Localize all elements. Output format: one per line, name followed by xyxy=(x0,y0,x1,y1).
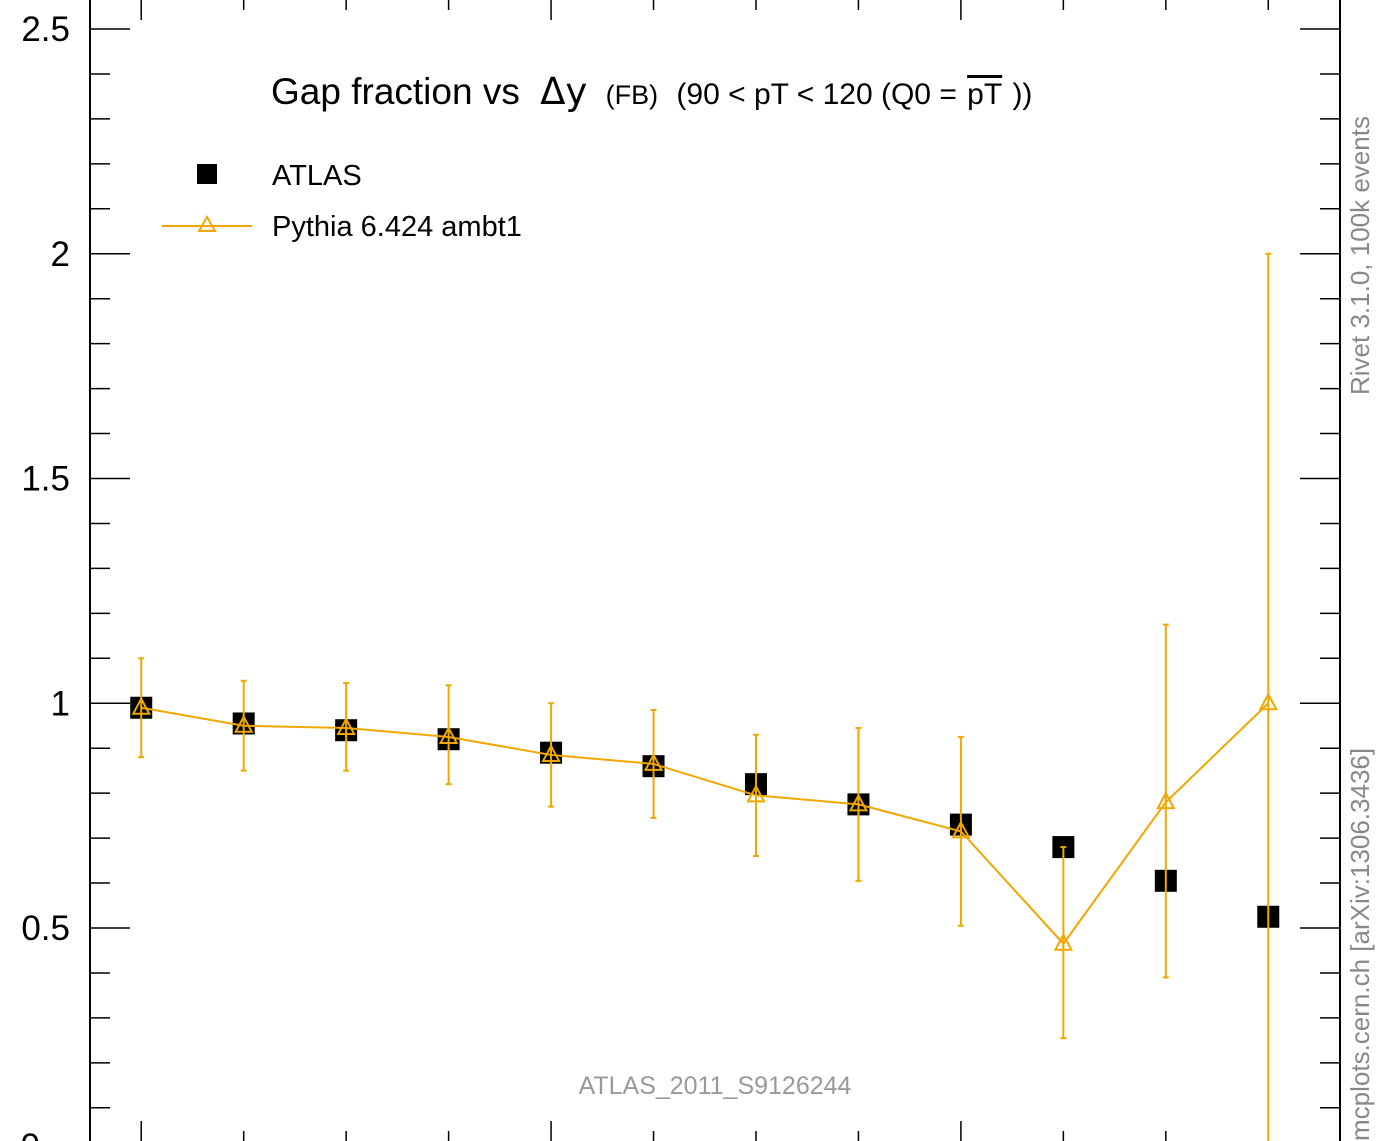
pythia-line xyxy=(141,702,1269,946)
y-tick-label: 0.5 xyxy=(21,909,70,948)
y-tick-labels: 0.5 1 1.5 2 2.5 0 xyxy=(21,10,70,1141)
chart-title: Gap fraction vs Δy (FB) (90 < pT < 120 (… xyxy=(271,70,1032,113)
pythia-point xyxy=(234,714,254,733)
data-series xyxy=(130,252,1280,1141)
pythia-point xyxy=(1053,932,1074,951)
side-label-rivet: Rivet 3.1.0, 100k events xyxy=(1345,116,1375,395)
pythia-point xyxy=(643,752,664,771)
pythia-point xyxy=(541,743,561,762)
axis-ticks xyxy=(90,0,1340,1141)
y-tick-label: 1 xyxy=(51,684,70,723)
y-tick-label: 0 xyxy=(21,1127,40,1141)
plot-frame xyxy=(89,0,1341,1141)
pythia-point xyxy=(438,725,459,744)
y-tick-label: 2.5 xyxy=(21,10,70,49)
legend: ATLAS Pythia 6.424 ambt1 xyxy=(162,160,522,243)
pythia-point xyxy=(1156,791,1176,810)
side-label-mcplots: mcplots.cern.ch [arXiv:1306.3436] xyxy=(1345,748,1375,1141)
pythia-point xyxy=(1258,692,1278,711)
title-close: )) xyxy=(1012,78,1032,111)
legend-atlas-marker xyxy=(197,164,217,184)
y-tick-label: 2 xyxy=(51,235,70,274)
title-pt: pT xyxy=(967,78,1002,111)
title-range: (90 < pT < 120 (Q0 = xyxy=(676,78,956,111)
pythia-point xyxy=(336,716,356,735)
pythia-point xyxy=(131,696,151,715)
pythia-point xyxy=(746,784,766,803)
pythia-point xyxy=(848,793,869,812)
y-tick-label: 1.5 xyxy=(21,460,70,499)
title-main: Gap fraction vs xyxy=(271,71,520,112)
legend-pythia-marker xyxy=(197,214,217,232)
title-delta: Δy xyxy=(540,70,587,113)
title-fb: (FB) xyxy=(606,80,658,110)
pythia-point xyxy=(951,820,971,839)
legend-pythia-label: Pythia 6.424 ambt1 xyxy=(272,211,522,243)
legend-atlas-label: ATLAS xyxy=(272,160,362,192)
analysis-watermark: ATLAS_2011_S9126244 xyxy=(579,1072,852,1100)
